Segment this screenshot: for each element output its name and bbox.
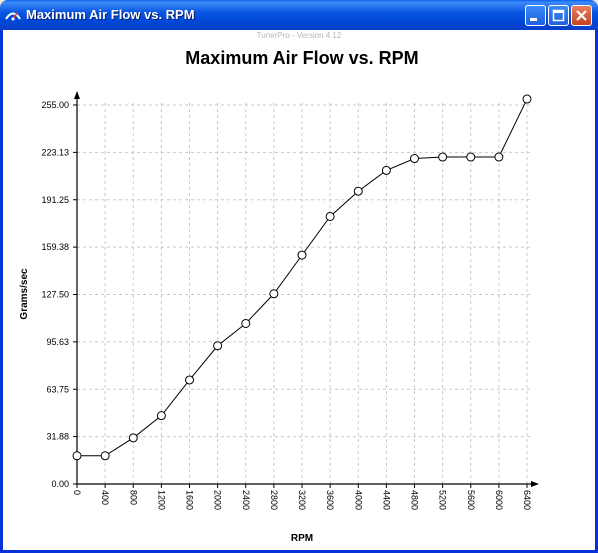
x-tick-label: 400 <box>100 490 110 505</box>
data-point[interactable] <box>353 186 363 196</box>
x-axis-arrow <box>531 481 539 487</box>
chart-title: Maximum Air Flow vs. RPM <box>185 48 418 68</box>
data-point[interactable] <box>128 433 138 443</box>
data-point[interactable] <box>100 451 110 461</box>
title-bar[interactable]: Maximum Air Flow vs. RPM <box>0 0 598 30</box>
x-tick-label: 0 <box>72 490 82 495</box>
minimize-icon <box>530 18 537 21</box>
data-point[interactable] <box>410 154 419 164</box>
y-tick-label: 95.63 <box>46 337 69 347</box>
x-tick-label: 4800 <box>410 490 420 510</box>
x-tick-label: 6000 <box>494 490 504 510</box>
y-tick-label: 223.13 <box>41 147 69 157</box>
data-point[interactable] <box>494 152 504 162</box>
window-title: Maximum Air Flow vs. RPM <box>26 7 195 22</box>
minimize-button[interactable] <box>525 5 546 26</box>
tunerpro-app-icon[interactable] <box>5 8 21 22</box>
y-tick-label: 63.75 <box>46 384 69 394</box>
x-axis-label: RPM <box>291 533 313 544</box>
airflow-series <box>72 94 532 461</box>
y-tick-label: 159.38 <box>41 242 69 252</box>
x-tick-label: 3600 <box>325 490 335 510</box>
data-point[interactable] <box>325 211 335 221</box>
data-point[interactable] <box>213 341 223 351</box>
y-tick-label: 0.00 <box>51 479 69 489</box>
y-axis-arrow <box>74 91 80 99</box>
x-tick-label: 2000 <box>213 490 223 510</box>
data-point[interactable] <box>156 411 166 421</box>
data-point[interactable] <box>438 152 448 162</box>
data-point[interactable] <box>297 250 307 260</box>
close-icon <box>576 10 587 21</box>
data-point[interactable] <box>381 165 391 175</box>
x-tick-label: 6400 <box>522 490 532 510</box>
chart-grid <box>77 103 531 484</box>
data-point[interactable] <box>466 152 476 162</box>
maximize-button[interactable] <box>548 5 569 26</box>
data-point[interactable] <box>185 375 194 385</box>
version-watermark: TunerPro - Version 4.12 <box>256 31 342 40</box>
data-point[interactable] <box>72 451 82 461</box>
airflow-chart: Maximum Air Flow vs. RPM 0.00 31.88 63.75 9… <box>19 48 539 544</box>
x-tick-label: 5600 <box>466 490 476 510</box>
chart-axes <box>74 91 539 487</box>
maximize-icon <box>552 9 565 22</box>
x-tick-label: 3200 <box>297 490 307 510</box>
close-button[interactable] <box>571 5 592 26</box>
x-tick-label: 800 <box>128 490 138 505</box>
x-tick-label: 2800 <box>269 490 279 510</box>
x-tick-label: 1600 <box>185 490 195 510</box>
x-tick-label: 4000 <box>353 490 363 510</box>
x-tick-label: 1200 <box>156 490 166 510</box>
x-tick-label: 4400 <box>381 490 391 510</box>
y-tick-label: 191.25 <box>41 195 69 205</box>
data-point[interactable] <box>522 94 532 104</box>
y-tick-label: 31.88 <box>46 432 69 442</box>
chart-ticks: 0.00 31.88 63.75 95.63 127.50 159.38 191.25 223… <box>41 100 532 510</box>
x-tick-label: 2400 <box>241 490 251 510</box>
data-point[interactable] <box>269 289 279 299</box>
y-tick-label: 127.50 <box>41 290 69 300</box>
x-tick-label: 5200 <box>438 490 448 510</box>
data-point[interactable] <box>241 318 251 328</box>
y-tick-label: 255.00 <box>41 100 69 110</box>
y-axis-label: Grams/sec <box>19 268 30 320</box>
